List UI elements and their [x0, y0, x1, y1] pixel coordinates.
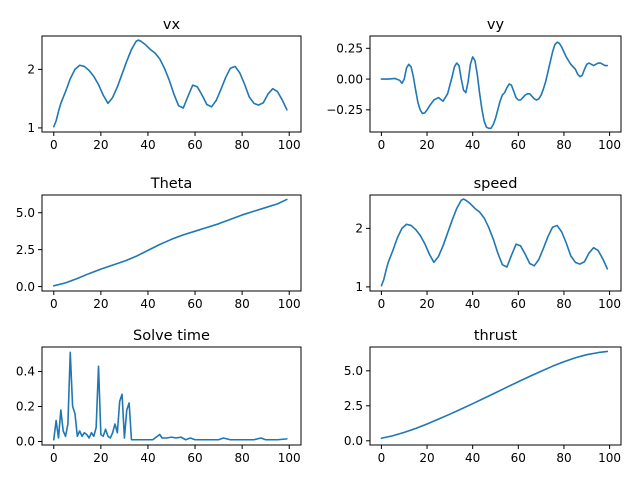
x-tick-label: 100	[278, 297, 301, 311]
y-tick-label: 5.0	[16, 206, 35, 220]
series-line	[380, 350, 609, 440]
axes-frame	[369, 35, 622, 133]
subplot-title: thrust	[474, 328, 518, 344]
y-tick-label: 5.0	[344, 364, 363, 378]
axes-frame	[41, 346, 302, 446]
subplot-title: vx	[163, 17, 181, 33]
subplot-title: speed	[474, 176, 518, 192]
axes-frame	[41, 194, 302, 292]
x-tick-label: 20	[93, 138, 108, 152]
y-tick-label: 0.4	[16, 365, 35, 379]
subplot-5: thrust 0 20 40 60 80 100 0.0 2.5 5.0	[344, 328, 622, 465]
x-tick-label: 40	[140, 451, 155, 465]
x-tick-label: 0	[378, 297, 386, 311]
y-tick-label: 0.0	[16, 435, 35, 449]
x-tick-label: 40	[140, 297, 155, 311]
y-tick-label: 1	[27, 121, 35, 135]
x-tick-label: 100	[598, 451, 621, 465]
y-tick-label: 2	[355, 222, 363, 236]
subplot-2: Theta 0 20 40 60 80 100 0.0 2.5 5.0	[16, 176, 302, 311]
x-tick-label: 40	[465, 297, 480, 311]
y-tick-label: −0.25	[326, 103, 363, 117]
x-tick-label: 20	[93, 451, 108, 465]
subplot-1: vy 0 20 40 60 80 100 −0.25 0.00 0.25	[326, 17, 622, 152]
x-tick-label: 100	[598, 138, 621, 152]
x-tick-label: 0	[378, 138, 386, 152]
x-tick-label: 40	[465, 451, 480, 465]
y-tick-label: 2	[27, 63, 35, 77]
x-tick-label: 100	[278, 451, 301, 465]
x-tick-label: 80	[234, 138, 249, 152]
y-tick-label: 0.00	[336, 72, 363, 86]
x-tick-label: 0	[378, 451, 386, 465]
axes-frame	[369, 346, 622, 446]
series-line	[380, 198, 609, 287]
x-tick-label: 80	[234, 451, 249, 465]
series-line	[52, 39, 288, 128]
x-tick-label: 80	[556, 451, 571, 465]
subplot-0: vx 0 20 40 60 80 100 1 2	[27, 17, 302, 152]
series-line	[52, 198, 288, 287]
x-tick-label: 20	[419, 451, 434, 465]
subplot-4: Solve time 0 20 40 60 80 100 0.0 0.2 0.4	[16, 328, 302, 465]
x-tick-label: 60	[511, 138, 526, 152]
x-tick-label: 40	[140, 138, 155, 152]
x-tick-label: 0	[50, 451, 58, 465]
y-tick-label: 1	[355, 280, 363, 294]
series-line	[380, 41, 609, 130]
subplot-title: vy	[487, 17, 505, 33]
y-tick-label: 0.0	[344, 434, 363, 448]
x-tick-label: 20	[419, 138, 434, 152]
axes-frame	[41, 35, 302, 133]
x-tick-label: 40	[465, 138, 480, 152]
subplot-3: speed 0 20 40 60 80 100 1 2	[355, 176, 622, 311]
y-tick-label: 2.5	[16, 243, 35, 257]
x-tick-label: 80	[556, 297, 571, 311]
x-tick-label: 20	[93, 297, 108, 311]
subplot-title: Theta	[150, 176, 193, 192]
subplot-title: Solve time	[133, 328, 210, 344]
x-tick-label: 80	[556, 138, 571, 152]
y-tick-label: 0.2	[16, 400, 35, 414]
y-tick-label: 2.5	[344, 399, 363, 413]
x-tick-label: 60	[187, 451, 202, 465]
x-tick-label: 60	[187, 138, 202, 152]
x-tick-label: 100	[598, 297, 621, 311]
x-tick-label: 80	[234, 297, 249, 311]
y-tick-label: 0.25	[336, 42, 363, 56]
x-tick-label: 0	[50, 138, 58, 152]
x-tick-label: 60	[187, 297, 202, 311]
x-tick-label: 60	[511, 297, 526, 311]
x-tick-label: 60	[511, 451, 526, 465]
x-tick-label: 20	[419, 297, 434, 311]
series-line	[52, 351, 288, 441]
y-tick-label: 0.0	[16, 280, 35, 294]
axes-frame	[369, 194, 622, 292]
x-tick-label: 0	[50, 297, 58, 311]
x-tick-label: 100	[278, 138, 301, 152]
